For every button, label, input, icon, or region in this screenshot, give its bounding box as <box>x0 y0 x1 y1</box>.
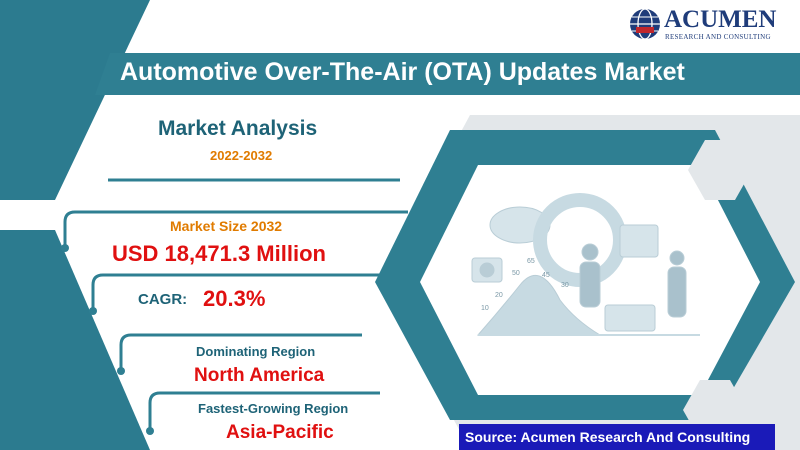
illustration-number: 50 <box>512 270 520 277</box>
bracket-dot <box>117 367 125 375</box>
person-head <box>581 243 599 261</box>
illustration-number: 30 <box>561 282 569 289</box>
illustration-number: 65 <box>527 258 535 265</box>
bracket-dot <box>89 307 97 315</box>
analysis-period: 2022-2032 <box>210 148 273 163</box>
brand-name: ACUMEN <box>664 6 777 33</box>
bar-panel <box>619 224 659 258</box>
dominating-region-label: Dominating Region <box>196 344 316 359</box>
person-body <box>667 266 687 318</box>
analytics-illustration <box>471 193 700 336</box>
text-panel <box>604 304 656 332</box>
pie-icon <box>479 262 495 278</box>
bracket-dot <box>61 244 69 252</box>
cagr-label: CAGR: <box>138 291 188 308</box>
title-banner <box>95 53 800 95</box>
market-size-value: USD 18,471.3 Million <box>112 241 326 266</box>
bracket-dominating <box>119 333 362 368</box>
brand-tagline: RESEARCH AND CONSULTING <box>665 33 771 41</box>
top-left-panel <box>0 0 150 200</box>
page-title: Automotive Over-The-Air (OTA) Updates Ma… <box>120 58 685 86</box>
source-label: Source: Acumen Research And Consulting <box>459 424 775 450</box>
bottom-left-panel <box>0 230 150 450</box>
illustration-number: 20 <box>495 292 503 299</box>
fastest-region-value: Asia-Pacific <box>226 422 334 443</box>
bracket-fastest <box>148 391 380 428</box>
illustration-number: 45 <box>542 272 550 279</box>
bracket-dot <box>146 427 154 435</box>
market-size-label: Market Size 2032 <box>170 218 283 234</box>
cagr-value: 20.3% <box>203 286 266 311</box>
small-hexagon-top <box>688 140 752 200</box>
person-body <box>579 261 601 308</box>
bracket-cagr <box>91 273 408 308</box>
illustration-number: 10 <box>481 305 489 312</box>
globe-icon <box>628 7 662 41</box>
analysis-heading: Market Analysis <box>158 117 318 140</box>
person-head <box>669 250 685 266</box>
dominating-region-value: North America <box>194 365 325 386</box>
bracket-market-size <box>63 210 408 245</box>
fastest-region-label: Fastest-Growing Region <box>198 401 349 416</box>
area-chart-shape <box>476 275 602 336</box>
